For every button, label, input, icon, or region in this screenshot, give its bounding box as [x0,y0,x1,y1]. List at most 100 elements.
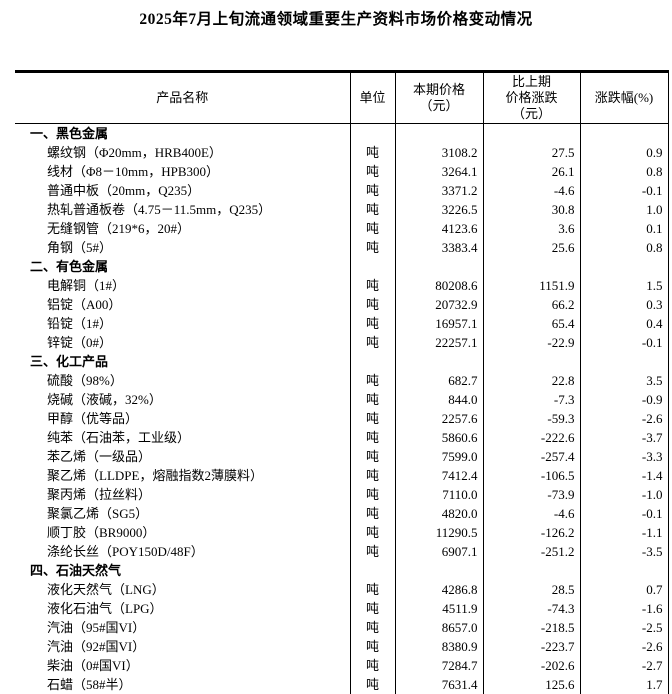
empty-cell [350,352,395,371]
unit-cell: 吨 [350,200,395,219]
current-price-cell: 3264.1 [395,162,483,181]
price-change-cell: -218.5 [483,618,580,637]
current-price-cell: 2257.6 [395,409,483,428]
table-header: 产品名称 单位 本期价格 （元） 比上期 价格涨跌 （元） 涨跌幅(%) [15,72,668,124]
product-name-cell: 甲醇（优等品） [15,409,350,428]
current-price-cell: 4511.9 [395,599,483,618]
current-price-cell: 7110.0 [395,485,483,504]
price-change-cell: -73.9 [483,485,580,504]
product-name-cell: 汽油（95#国VI） [15,618,350,637]
product-name-cell: 石蜡（58#半） [15,675,350,694]
change-pct-cell: 0.7 [580,580,668,599]
price-change-cell: -74.3 [483,599,580,618]
unit-cell: 吨 [350,447,395,466]
empty-cell [580,257,668,276]
change-pct-cell: -2.5 [580,618,668,637]
product-name-cell: 硫酸（98%） [15,371,350,390]
change-pct-cell: 0.3 [580,295,668,314]
unit-cell: 吨 [350,637,395,656]
current-price-cell: 7412.4 [395,466,483,485]
unit-cell: 吨 [350,295,395,314]
price-change-cell: 125.6 [483,675,580,694]
empty-cell [580,124,668,144]
unit-cell: 吨 [350,504,395,523]
current-price-cell: 16957.1 [395,314,483,333]
current-price-cell: 7599.0 [395,447,483,466]
price-change-cell: -4.6 [483,181,580,200]
current-price-cell: 3371.2 [395,181,483,200]
product-name-cell: 铅锭（1#） [15,314,350,333]
unit-cell: 吨 [350,143,395,162]
unit-cell: 吨 [350,371,395,390]
price-change-cell: -257.4 [483,447,580,466]
price-change-cell: 26.1 [483,162,580,181]
price-change-cell: -106.5 [483,466,580,485]
section-row: 四、石油天然气 [15,561,668,580]
unit-cell: 吨 [350,466,395,485]
product-name-cell: 线材（Φ8－10mm，HPB300） [15,162,350,181]
price-change-cell: -251.2 [483,542,580,561]
current-price-cell: 8657.0 [395,618,483,637]
unit-cell: 吨 [350,314,395,333]
unit-cell: 吨 [350,238,395,257]
current-price-cell: 11290.5 [395,523,483,542]
current-price-cell: 4286.8 [395,580,483,599]
change-pct-cell: -3.7 [580,428,668,447]
price-change-cell: 1151.9 [483,276,580,295]
current-price-cell: 682.7 [395,371,483,390]
header-product-name: 产品名称 [15,72,350,124]
price-change-cell: 27.5 [483,143,580,162]
price-change-cell: 25.6 [483,238,580,257]
empty-cell [395,124,483,144]
change-pct-cell: -2.6 [580,637,668,656]
change-pct-cell: -3.5 [580,542,668,561]
empty-cell [580,352,668,371]
empty-cell [483,124,580,144]
unit-cell: 吨 [350,580,395,599]
product-name-cell: 聚氯乙烯（SG5） [15,504,350,523]
product-name-cell: 电解铜（1#） [15,276,350,295]
empty-cell [395,352,483,371]
section-title: 三、化工产品 [15,352,350,371]
price-change-cell: 28.5 [483,580,580,599]
unit-cell: 吨 [350,542,395,561]
change-pct-cell: -3.3 [580,447,668,466]
change-pct-cell: 0.8 [580,238,668,257]
product-name-cell: 锌锭（0#） [15,333,350,352]
change-pct-cell: -2.7 [580,656,668,675]
empty-cell [483,257,580,276]
price-change-cell: -4.6 [483,504,580,523]
current-price-cell: 22257.1 [395,333,483,352]
change-pct-cell: 0.9 [580,143,668,162]
product-name-cell: 普通中板（20mm，Q235） [15,181,350,200]
product-name-cell: 汽油（92#国VI） [15,637,350,656]
empty-cell [580,561,668,580]
product-name-cell: 聚乙烯（LLDPE，熔融指数2薄膜料） [15,466,350,485]
product-name-cell: 苯乙烯（一级品） [15,447,350,466]
current-price-cell: 20732.9 [395,295,483,314]
unit-cell: 吨 [350,523,395,542]
change-pct-cell: 1.7 [580,675,668,694]
change-pct-cell: -0.1 [580,181,668,200]
header-row: 产品名称 单位 本期价格 （元） 比上期 价格涨跌 （元） 涨跌幅(%) [15,72,668,124]
change-pct-cell: 0.1 [580,219,668,238]
empty-cell [395,561,483,580]
empty-cell [395,257,483,276]
price-change-cell: -202.6 [483,656,580,675]
price-change-cell: 3.6 [483,219,580,238]
